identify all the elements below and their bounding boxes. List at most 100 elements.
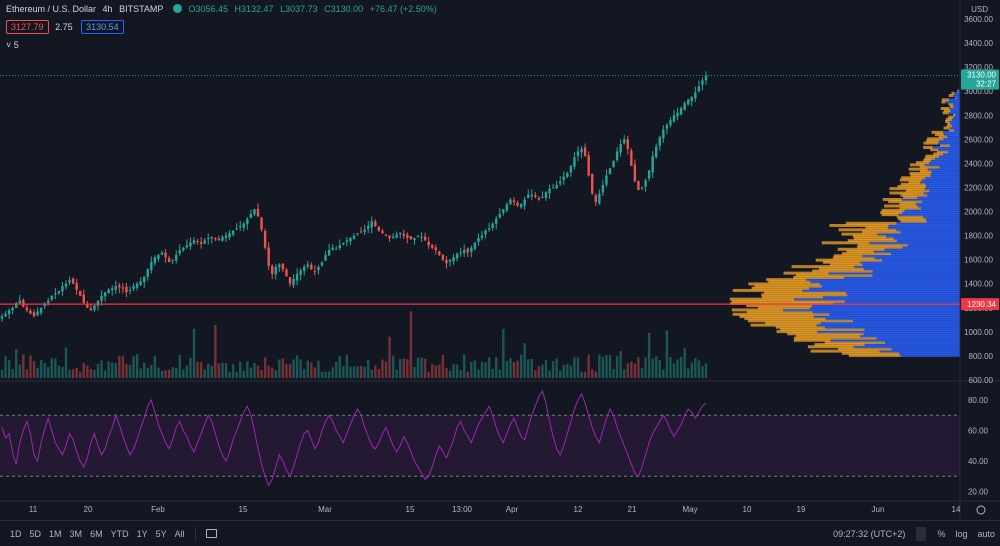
volume-bar (445, 368, 448, 378)
profile-bar-down (731, 299, 845, 303)
candle-body (687, 99, 690, 105)
range-5d[interactable]: 5D (29, 528, 42, 539)
profile-bar-down (923, 158, 932, 162)
candle-body (313, 271, 317, 273)
volume-bar (399, 359, 402, 378)
price-tick-label: 2000.00 (964, 208, 993, 217)
candle-body (502, 209, 505, 213)
profile-bar-down (881, 208, 905, 212)
candle-body (527, 194, 530, 198)
profile-bar-up (899, 351, 960, 355)
volume-bar (566, 364, 569, 378)
gear-icon (976, 505, 986, 515)
volume-bar (292, 359, 295, 378)
interval-label[interactable]: 4h (102, 4, 113, 14)
profile-bar-down (882, 197, 902, 201)
volume-bar (239, 361, 242, 378)
volume-bar (100, 360, 103, 378)
sell-button[interactable]: 3127.79 (6, 20, 49, 34)
axis-currency: USD (971, 5, 988, 14)
volume-bar (630, 361, 633, 378)
close-value: C3130.00 (324, 4, 364, 14)
volume-bar (697, 360, 701, 378)
symbol-name[interactable]: Ethereum / U.S. Dollar (6, 4, 97, 14)
profile-bar-down (746, 304, 813, 308)
profile-bar-down (901, 176, 926, 180)
calendar-icon[interactable] (205, 529, 217, 538)
volume-bar (434, 365, 437, 378)
range-5y[interactable]: 5Y (155, 528, 167, 539)
indicators-toggle[interactable]: ˅ 5 (6, 40, 19, 50)
profile-bar-down (889, 191, 924, 195)
range-all[interactable]: All (174, 528, 185, 539)
profile-bar-up (951, 117, 960, 121)
volume-bar (441, 354, 445, 378)
range-1d[interactable]: 1D (10, 528, 22, 539)
candle-body (377, 226, 381, 231)
profile-bar-up (820, 321, 960, 325)
volume-bar (466, 371, 469, 378)
range-ytd[interactable]: YTD (110, 528, 129, 539)
candle-body (0, 316, 4, 319)
volume-bar (352, 366, 356, 378)
log-toggle[interactable]: log (955, 528, 968, 539)
range-1y[interactable]: 1Y (136, 528, 148, 539)
candle-body (388, 235, 391, 239)
candle-body (349, 238, 352, 242)
profile-bar-up (828, 271, 960, 275)
range-6m[interactable]: 6M (90, 528, 103, 539)
profile-bar-up (829, 312, 960, 316)
profile-bar-up (929, 161, 960, 165)
volume-bar (491, 368, 494, 378)
profile-bar-up (806, 278, 960, 282)
volume-bar (160, 370, 164, 378)
volume-bar (377, 368, 381, 378)
volume-bar (96, 363, 100, 378)
candle-body (306, 264, 309, 267)
profile-bar-up (885, 234, 960, 238)
profile-bar-up (863, 267, 960, 271)
volume-bar (331, 367, 334, 378)
profile-bar-up (932, 145, 960, 149)
profile-bar-up (844, 275, 960, 279)
profile-bar-up (956, 96, 960, 100)
candle-body (285, 269, 288, 277)
chart-lines (0, 0, 1000, 520)
volume-bar (111, 362, 114, 378)
price-tick-label: 600.00 (969, 376, 994, 385)
price-tick-label: 1000.00 (964, 328, 993, 337)
profile-bar-up (923, 191, 960, 195)
profile-bar-up (938, 148, 960, 152)
auto-toggle[interactable]: auto (977, 528, 995, 539)
profile-bar-up (891, 347, 960, 351)
percent-toggle[interactable]: % (937, 528, 946, 539)
range-3m[interactable]: 3M (69, 528, 83, 539)
candle-body (182, 247, 185, 251)
toolbar-divider (194, 526, 196, 541)
profile-bar-up (955, 113, 960, 117)
candle-body (139, 281, 142, 285)
volume-bar (47, 367, 50, 378)
volume-bar (551, 361, 555, 378)
time-tick-label: Mar (318, 505, 332, 514)
time-tick-label: Feb (151, 505, 165, 514)
time-axis[interactable]: 11 20 Feb 15 Mar 15 13:00 Apr 12 21 May 10 19 Jun 14 (29, 505, 961, 514)
volume-bar (68, 369, 71, 378)
market-status-icon[interactable] (172, 4, 182, 13)
candle-body (523, 199, 526, 206)
clock-time[interactable]: 09:27:32 (UTC+2) (833, 528, 906, 539)
buy-button[interactable]: 3130.54 (81, 20, 124, 34)
candle-body (548, 188, 551, 194)
candle-body (619, 144, 622, 153)
range-1m[interactable]: 1M (49, 528, 62, 539)
profile-bar-down (908, 180, 920, 184)
candle-body (697, 86, 701, 92)
profile-bar-down (857, 243, 908, 247)
volume-bar (704, 363, 708, 378)
candle-body (544, 192, 548, 198)
profile-bar-down (898, 217, 926, 221)
candle-body (68, 280, 71, 283)
chevron-down-icon: ˅ (6, 40, 12, 50)
